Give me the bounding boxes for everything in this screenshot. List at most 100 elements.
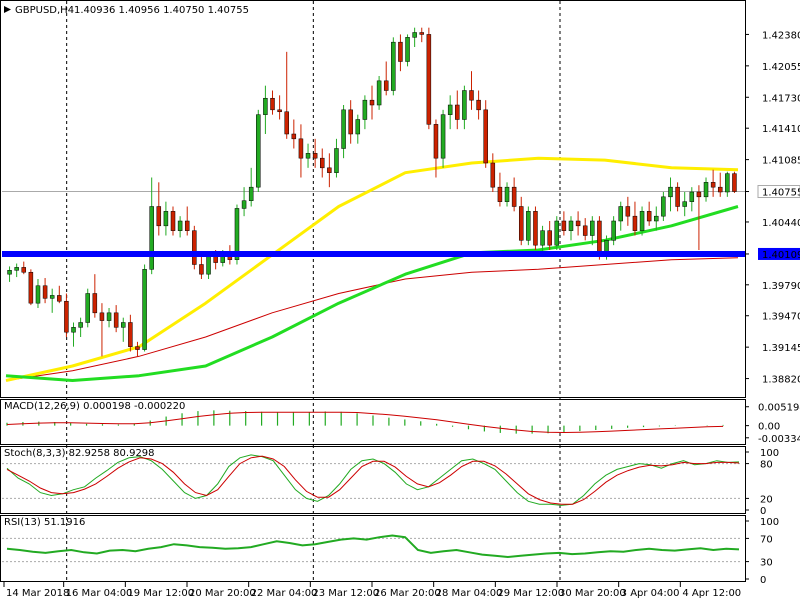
candle-body	[135, 346, 140, 350]
candle-body	[547, 230, 552, 246]
candle-body	[412, 32, 417, 38]
candle-body	[462, 90, 467, 120]
price-tick-label: 1.42055	[762, 62, 800, 73]
candle-body	[497, 186, 503, 202]
candle-body	[21, 267, 27, 273]
candle-body	[341, 109, 346, 149]
candle-body	[398, 41, 403, 62]
rsi-layer	[2, 534, 742, 563]
candle-body	[391, 41, 396, 91]
price-tick-label: 1.40109	[762, 250, 800, 261]
candle-body	[334, 148, 339, 173]
candle-body	[483, 109, 488, 164]
candle-body	[57, 295, 62, 302]
candle-body	[405, 37, 410, 62]
stoch-panel	[0, 446, 746, 514]
time-tick-label: 4 Apr 12:00	[682, 588, 741, 599]
macd-tick-label: 0.00	[758, 422, 780, 433]
stoch-tick-label: 100	[760, 448, 779, 459]
stoch-tick-label: 0	[760, 506, 766, 517]
stoch-main-line	[6, 454, 740, 506]
candle-body	[682, 201, 687, 207]
candle-body	[490, 162, 496, 188]
candle-body	[654, 215, 659, 222]
rsi-tick-label: 70	[760, 534, 773, 545]
candle-body	[14, 267, 19, 271]
ma-slow-line	[5, 257, 739, 381]
candle-body	[703, 182, 709, 198]
candle-body	[661, 196, 666, 217]
rsi-panel	[0, 515, 746, 582]
candle-body	[263, 97, 268, 115]
candle-body	[121, 322, 126, 328]
price-tick-label: 1.40755	[762, 188, 800, 199]
candle-body	[597, 220, 602, 256]
candle-body	[440, 114, 446, 159]
candle-body	[362, 99, 368, 120]
candle-body	[447, 104, 453, 115]
stoch-layer	[2, 454, 742, 506]
rsi-tick-label: 0	[760, 575, 766, 586]
price-panel	[0, 0, 746, 398]
candle-body	[305, 153, 311, 159]
candle-body	[625, 206, 631, 217]
candle-body	[717, 186, 723, 193]
time-tick-label: 3 Apr 04:00	[621, 588, 680, 599]
candle-body	[49, 295, 55, 299]
candle-body	[383, 80, 389, 91]
candle-body	[710, 182, 716, 188]
candle-body	[568, 220, 574, 231]
candle-body	[696, 191, 702, 198]
candle-body	[142, 269, 147, 350]
ohlc-values: 1.40936 1.40956 1.40750 1.40755	[74, 5, 249, 16]
candle-body	[71, 327, 76, 333]
symbol-label: GBPUSD,H4	[15, 5, 74, 16]
candle-body	[312, 153, 318, 159]
candle-body	[469, 90, 474, 101]
price-tick-label: 1.41085	[762, 156, 800, 167]
candle-body	[42, 285, 48, 299]
price-layer	[2, 27, 745, 382]
rsi-tick-label: 30	[760, 558, 773, 569]
candle-body	[64, 300, 69, 333]
macd-signal-line	[6, 411, 724, 434]
candle-body	[213, 256, 218, 263]
ma-fast-line	[5, 156, 739, 382]
candle-body	[476, 99, 481, 111]
price-tick-label: 1.42380	[762, 30, 800, 41]
vertical-gridlines	[66, 1, 561, 581]
candle-body	[163, 211, 169, 227]
candle-body	[611, 220, 616, 241]
ma-mid-line	[5, 205, 739, 382]
candle-body	[355, 119, 361, 135]
candle-body	[732, 173, 737, 192]
axis-layer: 1.42380 1.42055 1.41730 1.41410 1.41085 1.407…	[3, 30, 800, 599]
candle-body	[426, 34, 432, 125]
candle-body	[149, 206, 154, 270]
macd-tick-label: 0.005194	[758, 403, 800, 414]
candle-body	[369, 99, 375, 106]
candle-body	[128, 322, 133, 347]
time-tick-label: 20 Mar 20:00	[189, 588, 256, 599]
macd-layer	[6, 410, 724, 434]
stoch-tick-label: 20	[760, 494, 773, 505]
candle-body	[540, 230, 545, 246]
candle-body	[113, 312, 119, 328]
candle-body	[455, 104, 460, 120]
candle-body	[376, 80, 382, 106]
candle-body	[192, 230, 197, 265]
candle-body	[518, 206, 524, 241]
candle-body	[348, 109, 353, 135]
price-tick-label: 1.41410	[762, 124, 800, 135]
candle-body	[92, 293, 98, 314]
time-tick-label: 26 Mar 20:00	[374, 588, 441, 599]
price-tick-label: 1.41730	[762, 93, 800, 104]
macd-title: MACD(12,26,9) 0.000198 -0.000220	[4, 401, 185, 412]
candle-body	[234, 208, 240, 260]
rsi-title: RSI(13) 51.1916	[4, 517, 85, 528]
time-tick-label: 22 Mar 04:00	[251, 588, 318, 599]
price-tick-label: 1.39470	[762, 312, 800, 323]
header-arrow-icon	[4, 6, 11, 13]
time-tick-label: 16 Mar 04:00	[66, 588, 133, 599]
